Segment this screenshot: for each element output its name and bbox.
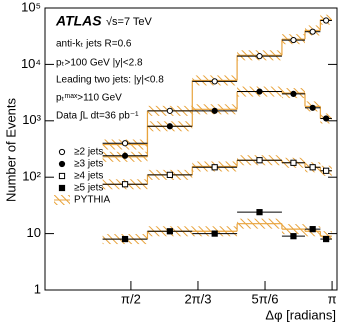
data-point: [166, 228, 173, 235]
legend-label: ≥3 jets: [74, 159, 103, 170]
annotation: pₜ>100 GeV |y|<2.8: [56, 58, 143, 69]
data-point: [290, 36, 297, 44]
data-point: [121, 140, 129, 147]
data-point: [309, 164, 316, 171]
data-point: [211, 230, 218, 237]
legend-marker: [58, 148, 66, 156]
legend-label: ≥4 jets: [74, 171, 103, 182]
y-tick-label: 10: [27, 225, 41, 240]
x-axis-title: Δφ [radians]: [265, 307, 336, 322]
data-point: [166, 171, 173, 178]
data-point: [211, 78, 218, 85]
legend-label: ≥5 jets: [74, 183, 103, 194]
x-tick-label: π/2: [121, 291, 141, 306]
data-point: [309, 226, 316, 233]
atlas-label: ATLAS: [55, 13, 102, 29]
y-tick-label: 10³: [22, 112, 41, 127]
legend-marker: [58, 172, 66, 180]
data-point: [256, 157, 263, 164]
x-tick-label: π: [328, 291, 337, 306]
plot-frame: [44, 7, 338, 291]
annotation: anti-kₜ jets R=0.6: [56, 39, 132, 50]
y-tick-label: 10⁴: [21, 56, 41, 71]
x-tick-label: 2π/3: [184, 291, 211, 306]
data-point: [290, 90, 297, 97]
legend-marker: [58, 184, 66, 192]
data-point: [256, 88, 263, 95]
data-point: [323, 167, 330, 174]
data-point: [323, 115, 330, 122]
data-point: [290, 159, 297, 166]
data-point: [211, 164, 218, 171]
data-point: [166, 107, 173, 114]
legend-label: PYTHIA: [74, 195, 110, 206]
data-point: [121, 235, 129, 243]
y-tick-label: 10⁵: [21, 0, 41, 14]
legend-label: ≥2 jets: [74, 147, 103, 158]
data-point: [166, 123, 173, 130]
annotation: Data ∫L dt=36 pb⁻¹: [56, 111, 139, 122]
data-point: [309, 104, 316, 111]
data-point: [309, 28, 316, 35]
data-point: [323, 235, 330, 243]
data-point: [256, 209, 263, 216]
data-point: [211, 107, 218, 114]
data-point: [256, 53, 263, 60]
data-point: [121, 152, 129, 159]
y-tick-label: 10²: [22, 169, 41, 184]
annotation: Leading two jets: |y|<0.8: [56, 75, 164, 86]
energy-label: √s=7 TeV: [106, 16, 153, 28]
annotation: pₜᵐᵃˣ>110 GeV: [56, 93, 122, 104]
data-point: [323, 17, 330, 24]
data-point: [290, 233, 297, 240]
y-axis-title: Number of Events: [3, 97, 18, 202]
y-tick-label: 1: [34, 281, 41, 296]
x-tick-label: 5π/6: [252, 291, 279, 306]
data-point: [121, 181, 129, 188]
legend-marker: [58, 160, 66, 168]
